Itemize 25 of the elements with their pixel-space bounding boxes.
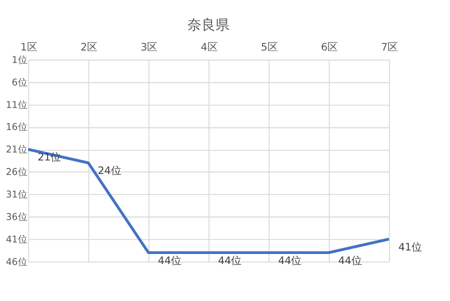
- data-label: 44位: [218, 254, 242, 267]
- y-tick-label: 31位: [6, 190, 27, 201]
- x-tick-label: 7区: [381, 42, 398, 54]
- y-tick-label: 1位: [12, 54, 27, 66]
- data-label: 44位: [338, 254, 362, 267]
- y-tick-label: 16位: [6, 122, 27, 134]
- x-tick-label: 4区: [200, 42, 218, 54]
- y-tick-label: 36位: [6, 212, 27, 224]
- y-tick-label: 6位: [12, 77, 27, 88]
- chart-title: 奈良県: [188, 18, 230, 34]
- data-label: 41位: [398, 241, 422, 254]
- y-tick-label: 41位: [6, 234, 27, 246]
- x-tick-label: 5区: [260, 42, 278, 54]
- y-tick-label: 26位: [6, 167, 27, 178]
- data-label: 44位: [158, 254, 181, 267]
- data-label: 24位: [98, 165, 121, 178]
- x-tick-label: 2区: [80, 42, 98, 54]
- x-tick-label: 3区: [140, 42, 158, 54]
- data-label: 44位: [278, 254, 302, 267]
- line-series: [26, 148, 390, 254]
- x-tick-label: 6区: [320, 42, 338, 54]
- y-tick-label: 46位: [6, 256, 27, 268]
- y-tick-label: 11位: [6, 100, 27, 111]
- x-tick-label: 1区: [20, 42, 37, 54]
- y-tick-label: 21位: [6, 144, 27, 156]
